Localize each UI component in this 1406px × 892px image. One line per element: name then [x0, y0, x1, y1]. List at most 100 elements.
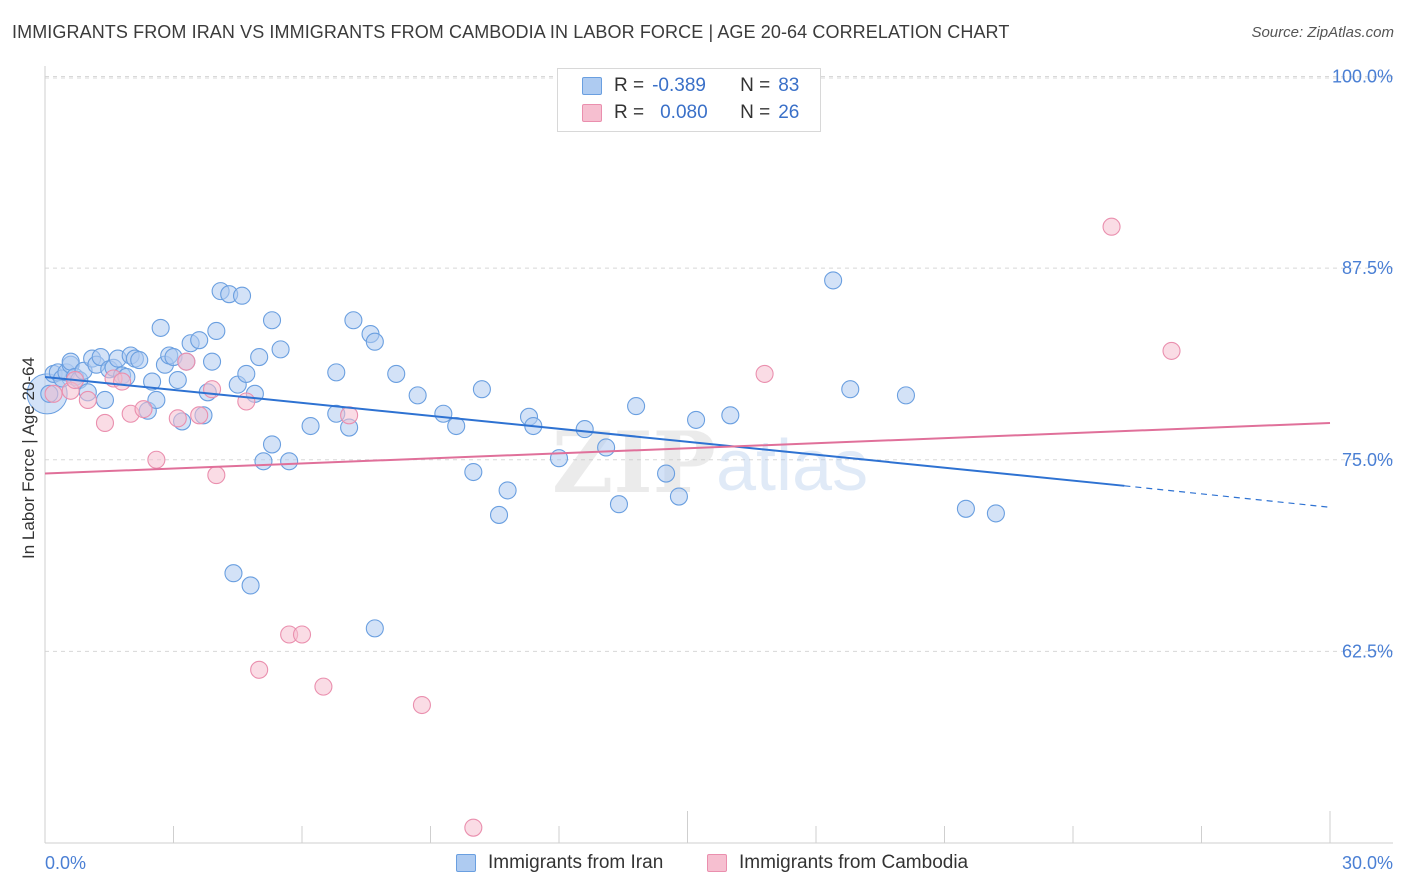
iran-point — [168, 370, 187, 390]
gridlines — [45, 76, 1394, 652]
cambodia-point — [755, 364, 774, 383]
legend-r-value: -0.389 — [652, 75, 706, 96]
iran-point — [687, 410, 706, 429]
cambodia-point — [314, 677, 333, 696]
cambodia-point — [147, 450, 166, 469]
bottom-legend-swatch-cambodia — [707, 854, 727, 872]
x-tick-label: 0.0% — [45, 853, 86, 873]
iran-point — [447, 416, 466, 436]
legend-n-label: N = — [740, 102, 771, 123]
axes — [44, 66, 1393, 844]
cambodia-point — [1162, 341, 1181, 360]
iran-point — [498, 481, 517, 500]
iran-point — [151, 318, 170, 337]
cambodia-point — [237, 392, 256, 411]
y-tick-label: 100.0% — [1332, 67, 1393, 87]
cambodia-point — [292, 625, 312, 644]
iran-point — [627, 397, 646, 416]
cambodia-point — [207, 466, 226, 485]
cambodia-point — [113, 372, 132, 391]
iran-point — [365, 332, 384, 351]
legend-row-iran: R = -0.389 N = 83 — [582, 73, 799, 99]
iran-point — [207, 321, 226, 341]
iran-point — [130, 351, 149, 370]
cambodia-point — [412, 695, 431, 715]
watermark-atlas: atlas — [716, 426, 868, 506]
iran-trend-line — [44, 375, 1125, 487]
iran-point — [301, 416, 320, 436]
iran-point — [824, 271, 843, 290]
iran-point — [271, 340, 290, 359]
legend-n-value: 83 — [778, 75, 800, 96]
trend-lines — [44, 375, 1331, 508]
legend-r-label: R = — [614, 75, 645, 96]
bottom-legend-label-cambodia: Immigrants from Cambodia — [739, 852, 969, 873]
cambodia-point — [464, 818, 483, 837]
watermark: ZIP atlas — [552, 413, 868, 512]
bottom-legend-iran: Immigrants from Iran — [456, 852, 663, 874]
source-credit: Source: ZipAtlas.com — [1251, 24, 1394, 41]
iran-point — [841, 380, 860, 399]
iran-point — [489, 505, 509, 524]
cambodia-point — [44, 384, 63, 403]
iran-point — [434, 404, 453, 423]
cambodia-point — [95, 413, 115, 433]
iran-point — [237, 364, 256, 383]
iran-point — [262, 311, 282, 330]
iran-trend-extension — [1124, 485, 1331, 508]
y-tick-label: 75.0% — [1342, 450, 1393, 470]
iran-point — [254, 452, 273, 471]
iran-point — [344, 311, 363, 330]
cambodia-point — [177, 352, 196, 371]
cambodia-point — [1102, 217, 1121, 236]
y-tick-label: 62.5% — [1342, 641, 1393, 661]
iran-point — [986, 504, 1005, 523]
legend-box: R = -0.389 N = 83 R = 0.080 N = 26 — [557, 68, 821, 132]
iran-point — [597, 438, 616, 457]
legend-n-label: N = — [740, 75, 771, 96]
iran-point — [575, 420, 594, 439]
iran-point — [657, 464, 676, 483]
bottom-legend-cambodia: Immigrants from Cambodia — [707, 852, 968, 874]
iran-point — [250, 347, 269, 367]
legend-r-label: R = — [614, 102, 645, 123]
iran-point — [224, 564, 243, 583]
cambodia-point — [250, 660, 269, 679]
iran-point — [190, 331, 209, 350]
legend-swatch-cambodia — [582, 104, 602, 122]
iran-point — [896, 386, 916, 405]
iran-point — [95, 390, 115, 410]
iran-point — [143, 372, 162, 391]
legend-swatch-iran — [582, 77, 602, 95]
iran-point — [241, 576, 260, 595]
iran-point — [280, 452, 299, 471]
chart-title: IMMIGRANTS FROM IRAN VS IMMIGRANTS FROM … — [12, 22, 1010, 42]
iran-point — [721, 406, 740, 425]
bottom-legend-swatch-iran — [456, 854, 476, 872]
legend-row-cambodia: R = 0.080 N = 26 — [582, 100, 799, 126]
cambodia-point — [340, 406, 359, 425]
iran-point — [609, 495, 629, 514]
data-points — [26, 217, 1181, 837]
x-tick-label: 30.0% — [1342, 853, 1393, 873]
y-axis-label: In Labor Force | Age 20-64 — [19, 357, 38, 559]
cambodia-trend-line — [44, 421, 1331, 475]
iran-point — [203, 352, 222, 371]
legend-n-value: 26 — [778, 102, 800, 123]
cambodia-point — [168, 409, 187, 428]
iran-point — [956, 499, 975, 518]
y-tick-label: 87.5% — [1342, 258, 1393, 278]
iran-point — [669, 487, 688, 506]
iran-point — [147, 390, 166, 410]
cambodia-point — [78, 390, 97, 410]
cambodia-point — [134, 400, 153, 419]
iran-point — [464, 462, 483, 482]
iran-point — [408, 386, 427, 405]
cambodia-point — [190, 406, 209, 425]
iran-point — [327, 363, 346, 382]
iran-point — [387, 364, 406, 383]
bottom-legend-label-iran: Immigrants from Iran — [488, 852, 664, 873]
tick-labels: 62.5% 75.0% 87.5% 100.0% 0.0% 30.0% — [45, 67, 1393, 874]
iran-point — [365, 619, 384, 638]
iran-point — [232, 286, 252, 305]
